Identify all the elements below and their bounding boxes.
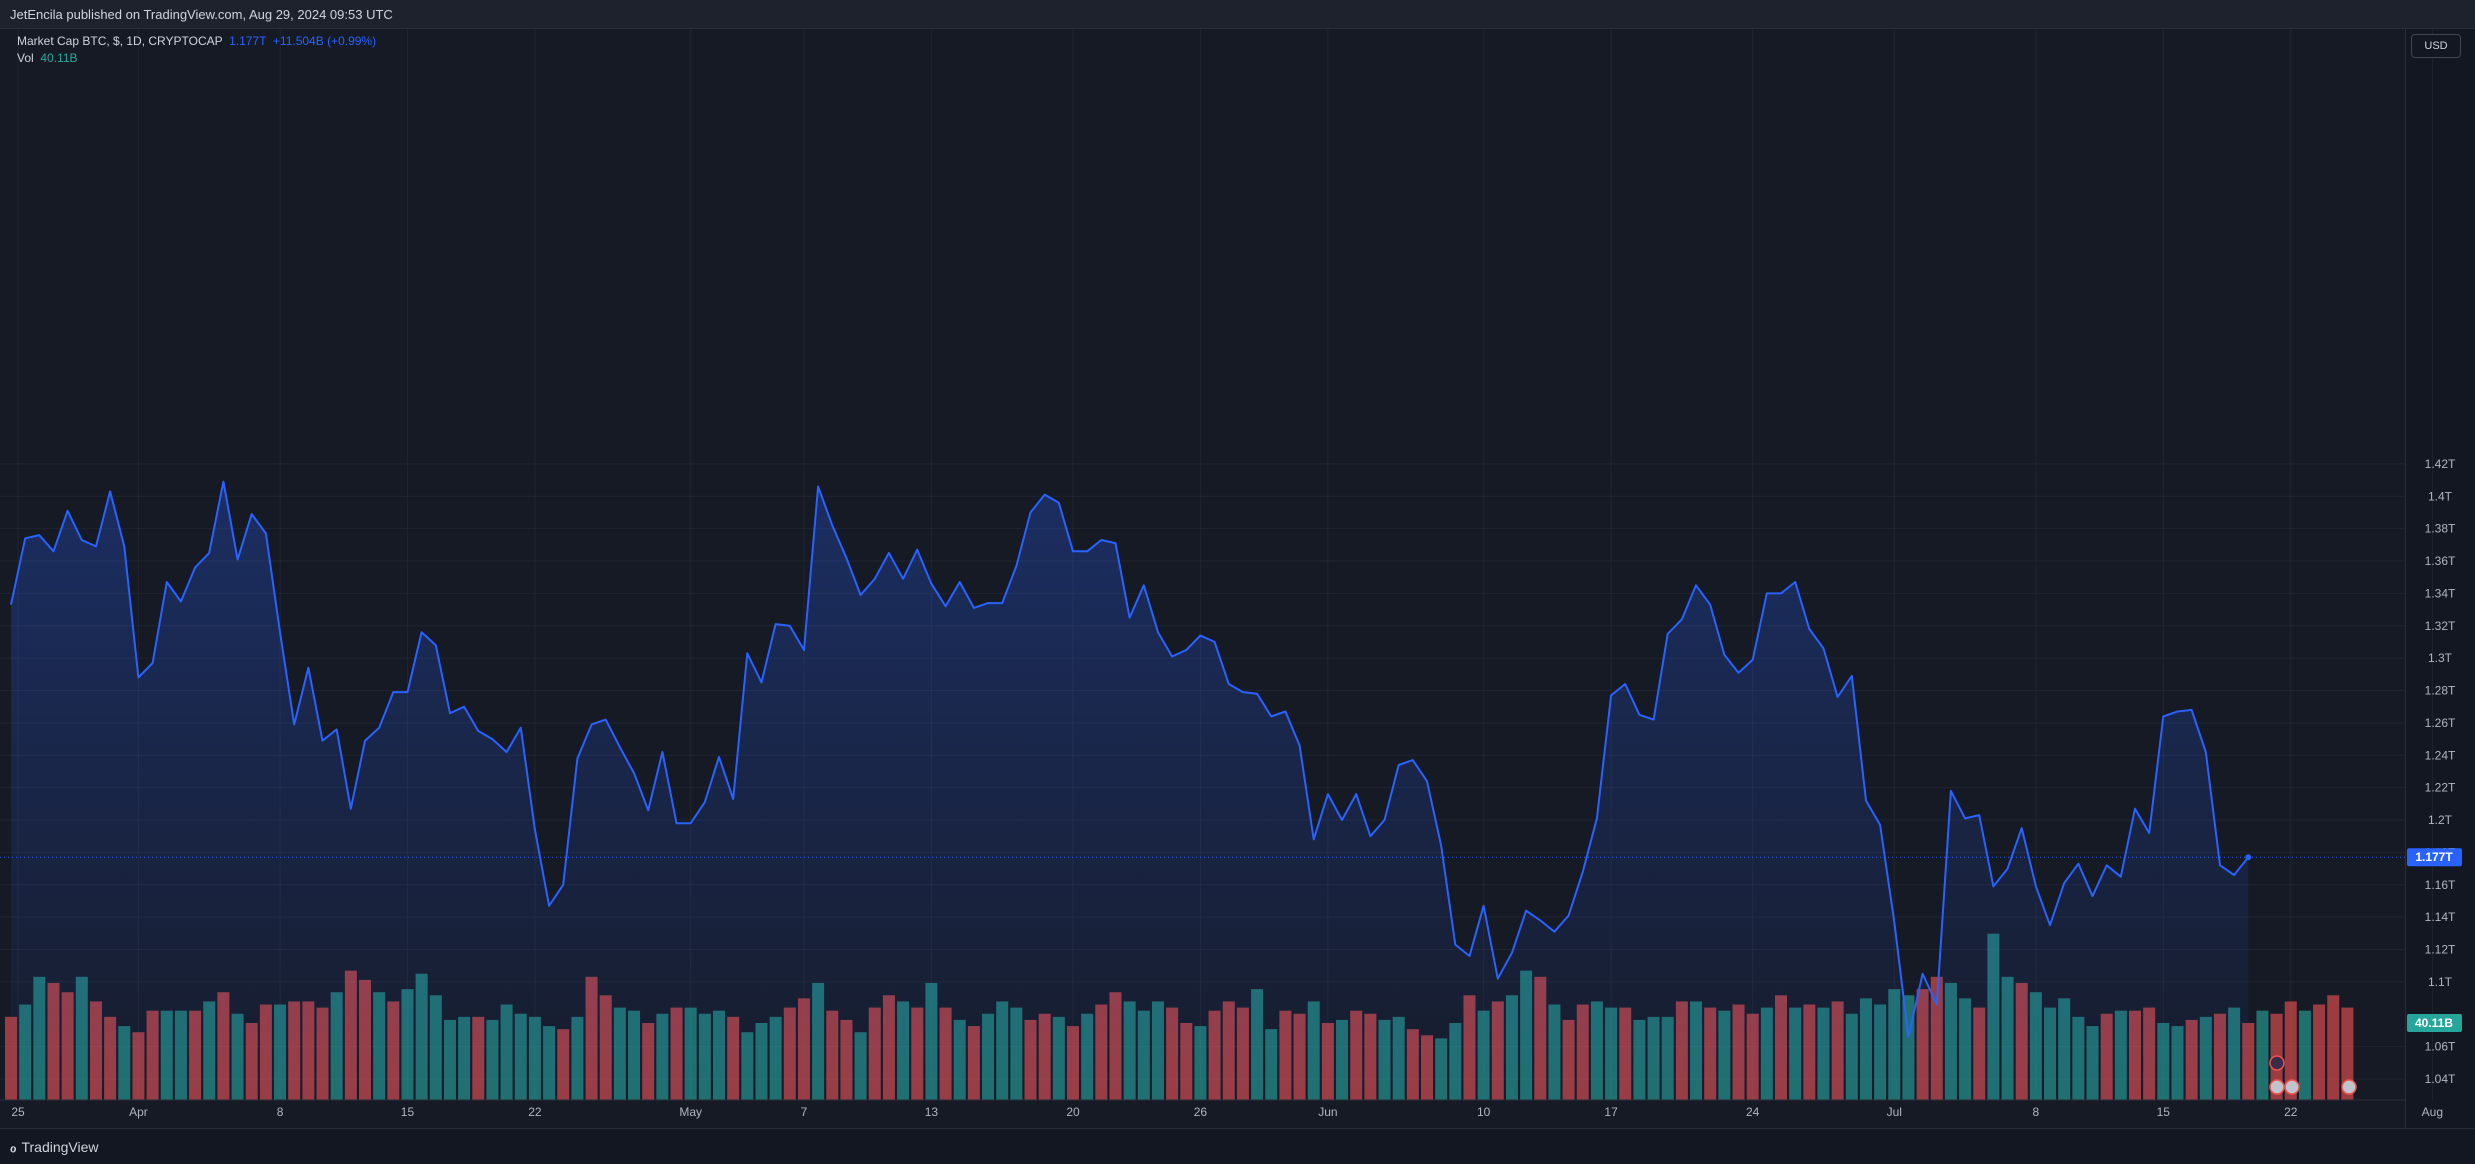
price-line: [10, 480, 2250, 1038]
x-tick-label: 8: [2033, 1105, 2040, 1119]
y-tick-label: 1.3T: [2428, 651, 2453, 665]
x-tick-label: 20: [1066, 1105, 1080, 1119]
chart-legend: Market Cap BTC, $, 1D, CRYPTOCAP 1.177T …: [17, 33, 376, 67]
y-tick-label: 1.12T: [2425, 943, 2456, 957]
price-area-fill: [11, 481, 2249, 1100]
brand-name: TradingView: [21, 1139, 99, 1155]
x-tick-label: 13: [925, 1105, 939, 1119]
y-tick-label: 1.38T: [2425, 522, 2456, 536]
x-tick-label: Jun: [1318, 1105, 1337, 1119]
y-tick-label: 1.14T: [2425, 910, 2456, 924]
volume-bar: [2341, 1007, 2354, 1100]
last-volume-tag-label: 40.11B: [2415, 1016, 2453, 1030]
volume-bar: [2327, 995, 2340, 1100]
vol-value: 40.11B: [40, 51, 78, 65]
tv-logo-icon: ℴ: [10, 1139, 17, 1155]
volume-bar: [2313, 1004, 2326, 1100]
tradingview-logo[interactable]: ℴ TradingView: [10, 1139, 99, 1156]
last-price-tag-label: 1.177T: [2415, 850, 2453, 864]
x-tick-label: 10: [1477, 1105, 1491, 1119]
y-tick-label: 1.1T: [2428, 975, 2453, 989]
volume-bar: [2284, 1001, 2297, 1100]
y-tick-label: 1.06T: [2425, 1040, 2456, 1054]
y-tick-label: 1.26T: [2425, 716, 2456, 730]
volume-bar: [2256, 1010, 2269, 1100]
y-tick-label: 1.28T: [2425, 684, 2456, 698]
currency-button[interactable]: USD: [2411, 34, 2461, 58]
price-scale[interactable]: [2405, 29, 2475, 1128]
x-tick-label: 15: [401, 1105, 415, 1119]
publisher-bar: JetEncila published on TradingView.com, …: [0, 0, 2475, 29]
x-tick-label: 17: [1604, 1105, 1618, 1119]
event-flag-icon[interactable]: [2269, 1079, 2285, 1095]
event-flag-icon[interactable]: [2284, 1079, 2300, 1095]
x-tick-label: 25: [11, 1105, 25, 1119]
x-tick-label: 24: [1746, 1105, 1760, 1119]
last-price: 1.177T: [229, 34, 267, 48]
last-volume-tag[interactable]: [2407, 1014, 2462, 1032]
symbol-title[interactable]: Market Cap BTC, $, 1D, CRYPTOCAP: [17, 34, 223, 48]
x-tick-label: 15: [2157, 1105, 2171, 1119]
y-tick-label: 1.36T: [2425, 554, 2456, 568]
y-tick-label: 1.32T: [2425, 619, 2456, 633]
footer-bar: ℴ TradingView: [0, 1128, 2475, 1164]
volume-bar: [2298, 1010, 2311, 1100]
x-tick-label: Apr: [129, 1105, 148, 1119]
y-tick-label: 1.24T: [2425, 748, 2456, 762]
y-tick-label: 1.2T: [2428, 813, 2453, 827]
x-tick-label: 26: [1194, 1105, 1208, 1119]
event-flag-icon[interactable]: [2341, 1079, 2357, 1095]
y-tick-label: 1.22T: [2425, 781, 2456, 795]
x-tick-label: May: [679, 1105, 702, 1119]
x-tick-label: 22: [528, 1105, 542, 1119]
x-tick-label: Jul: [1887, 1105, 1902, 1119]
x-tick-label: Aug: [2422, 1105, 2443, 1119]
x-tick-label: 22: [2284, 1105, 2298, 1119]
price-change: +11.504B (+0.99%): [272, 34, 377, 48]
publisher-text: JetEncila published on TradingView.com, …: [10, 7, 393, 22]
last-price-tag[interactable]: [2407, 848, 2462, 867]
y-tick-label: 1.16T: [2425, 878, 2456, 892]
y-tick-label: 1.4T: [2428, 489, 2453, 503]
y-tick-label: 1.04T: [2425, 1072, 2456, 1086]
event-flash-icon[interactable]: [2269, 1055, 2285, 1071]
x-tick-label: 7: [801, 1105, 808, 1119]
y-tick-label: 1.34T: [2425, 586, 2456, 600]
vol-label[interactable]: Vol: [17, 51, 34, 65]
x-tick-label: 8: [277, 1105, 284, 1119]
y-tick-label: 1.42T: [2425, 457, 2456, 471]
